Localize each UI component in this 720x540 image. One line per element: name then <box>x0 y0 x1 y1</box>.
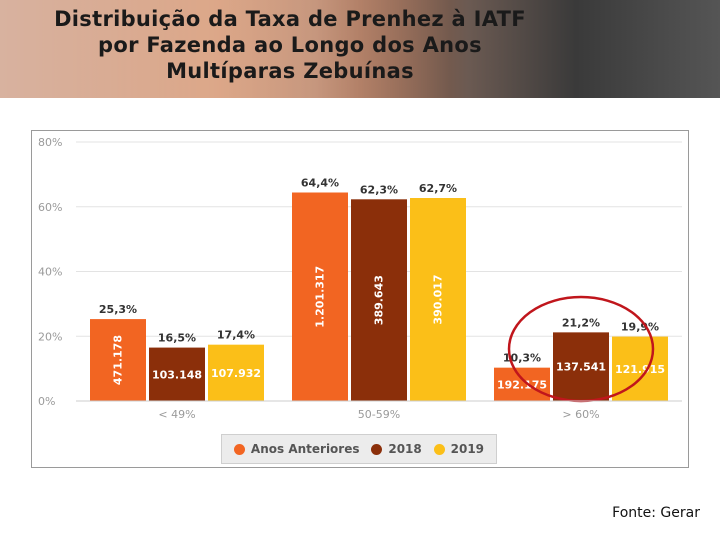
title-line-1: Distribuição da Taxa de Prenhez à IATF <box>54 7 526 31</box>
bar-chart: 0% 20% 40% 60% 80% < 49% 25,3% 471.178 16,5% 103.… <box>38 136 682 421</box>
bar-value-label: 10,3% <box>503 352 541 365</box>
bar <box>351 199 407 401</box>
bar-count-label: 137.541 <box>556 361 606 374</box>
bar-value-label: 25,3% <box>99 303 137 316</box>
y-tick-label: 60% <box>38 201 62 214</box>
bar-value-label: 62,3% <box>360 183 398 196</box>
bar-count-label: 1.201.317 <box>314 266 327 328</box>
bar <box>612 336 668 401</box>
bar-value-label: 64,4% <box>301 177 339 190</box>
x-tick-label: < 49% <box>158 408 195 421</box>
bar-count-label: 121.915 <box>615 363 665 376</box>
bar-value-label: 17,4% <box>217 329 255 342</box>
y-tick-label: 20% <box>38 330 62 343</box>
bar <box>208 344 264 401</box>
bar-count-label: 103.148 <box>152 368 202 381</box>
bar-count-label: 107.932 <box>211 367 261 380</box>
legend-item-anos-anteriores: Anos Anteriores <box>233 442 360 456</box>
chart-legend: Anos Anteriores 2018 2019 <box>221 434 497 464</box>
bar-value-label: 16,5% <box>158 332 196 345</box>
bar <box>410 198 466 401</box>
y-tick-label: 40% <box>38 266 62 279</box>
bar-count-label: 390.017 <box>432 274 445 324</box>
bar <box>553 332 609 401</box>
bar-count-label: 471.178 <box>112 335 125 385</box>
bar-value-label: 21,2% <box>562 316 600 329</box>
legend-swatch-anos-anteriores <box>233 443 245 455</box>
y-tick-label: 0% <box>38 395 55 408</box>
legend-swatch-2019 <box>433 443 445 455</box>
legend-label-2019: 2019 <box>450 442 485 456</box>
source-note: Fonte: Gerar <box>612 505 700 521</box>
header-banner-overlay <box>0 0 450 98</box>
bar <box>292 192 348 401</box>
legend-label-anos-anteriores: Anos Anteriores <box>250 442 360 456</box>
x-tick-label: 50-59% <box>358 408 400 421</box>
legend-label-2018: 2018 <box>388 442 422 456</box>
bar <box>90 319 146 401</box>
title-line-2: por Fazenda ao Longo dos Anos <box>98 33 482 57</box>
bar-value-label: 62,7% <box>419 182 457 195</box>
chart-frame: 0% 20% 40% 60% 80% < 49% 25,3% 471.178 16,5% 103.… <box>31 130 689 468</box>
legend-item-2019: 2019 <box>433 442 485 456</box>
x-tick-label: > 60% <box>562 408 599 421</box>
bar-value-label: 19,9% <box>621 321 659 334</box>
title-line-3: Multíparas Zebuínas <box>166 59 414 83</box>
y-tick-label: 80% <box>38 136 62 149</box>
page-title: Distribuição da Taxa de Prenhez à IATF p… <box>10 6 570 84</box>
bar <box>494 367 550 401</box>
bar-count-label: 389.643 <box>373 275 386 325</box>
legend-swatch-2018 <box>371 443 383 455</box>
bar <box>149 347 205 401</box>
legend-item-2018: 2018 <box>371 442 422 456</box>
